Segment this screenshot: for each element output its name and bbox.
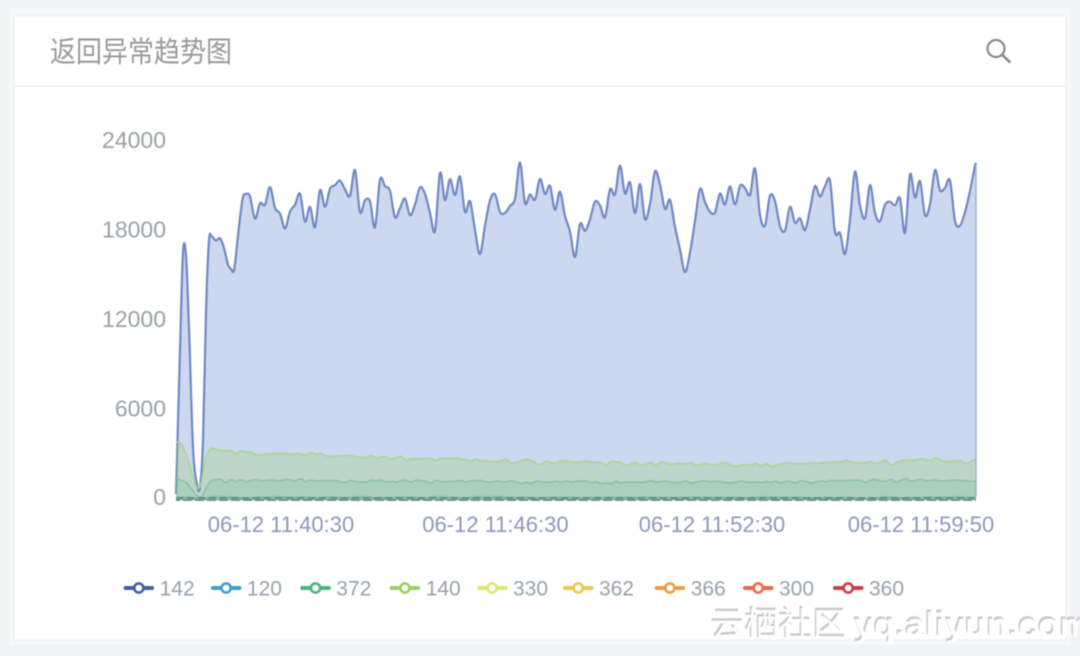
svg-text:06-12 11:59:50: 06-12 11:59:50 (848, 512, 994, 537)
svg-text:362: 362 (599, 578, 634, 601)
svg-text:300: 300 (779, 578, 814, 601)
svg-text:120: 120 (247, 578, 282, 601)
svg-text:yq.aliyun.com: yq.aliyun.com (855, 607, 1080, 645)
svg-text:06-12 11:46:30: 06-12 11:46:30 (422, 512, 568, 537)
svg-text:142: 142 (160, 578, 195, 601)
svg-text:06-12 11:52:30: 06-12 11:52:30 (639, 512, 785, 537)
svg-text:12000: 12000 (102, 306, 166, 332)
svg-text:366: 366 (691, 578, 726, 601)
svg-text:0: 0 (153, 484, 166, 510)
svg-text:372: 372 (336, 578, 371, 601)
svg-text:360: 360 (869, 578, 904, 601)
svg-text:24000: 24000 (102, 127, 166, 153)
svg-text:06-12 11:40:30: 06-12 11:40:30 (208, 512, 354, 537)
svg-text:18000: 18000 (102, 217, 166, 243)
svg-text:140: 140 (426, 578, 461, 601)
svg-text:330: 330 (513, 578, 548, 601)
svg-text:6000: 6000 (115, 396, 166, 422)
